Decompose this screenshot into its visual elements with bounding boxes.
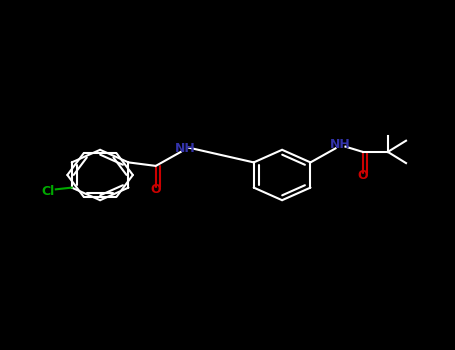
- Text: NH: NH: [175, 142, 196, 155]
- Text: NH: NH: [330, 138, 350, 152]
- Text: Cl: Cl: [41, 184, 54, 198]
- Text: O: O: [151, 183, 161, 196]
- Text: O: O: [358, 169, 368, 182]
